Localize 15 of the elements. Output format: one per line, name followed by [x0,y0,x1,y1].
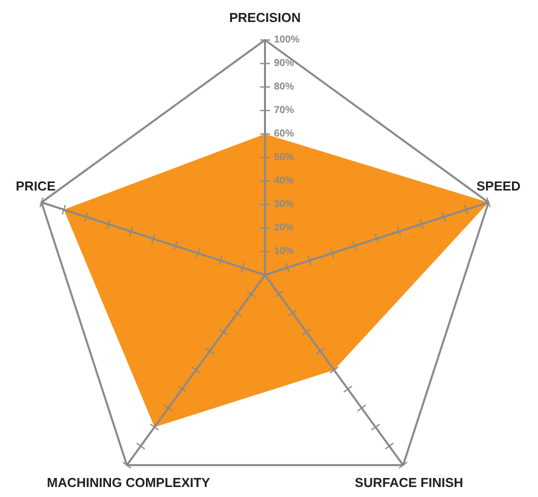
y-tick-label: 70% [274,105,294,116]
y-tick-label: 80% [274,82,294,92]
y-tick-label: 100% [274,34,300,46]
y-tick-label: 30% [274,199,294,210]
spoke-label: PRICE [16,178,56,194]
y-tick-label: 60% [274,128,294,140]
spoke-label: PRECISION [229,10,301,25]
spoke-label: SPEED [476,178,521,194]
y-tick-label: 10% [274,246,294,257]
y-tick-label: 40% [274,176,294,186]
y-tick-label: 50% [274,152,294,163]
y-tick-label: 90% [274,58,294,69]
y-tick-label: 20% [274,222,294,234]
spoke-label: SURFACE FINISH [354,475,464,490]
spoke-label: MACHINING COMPLEXITY [46,475,210,490]
